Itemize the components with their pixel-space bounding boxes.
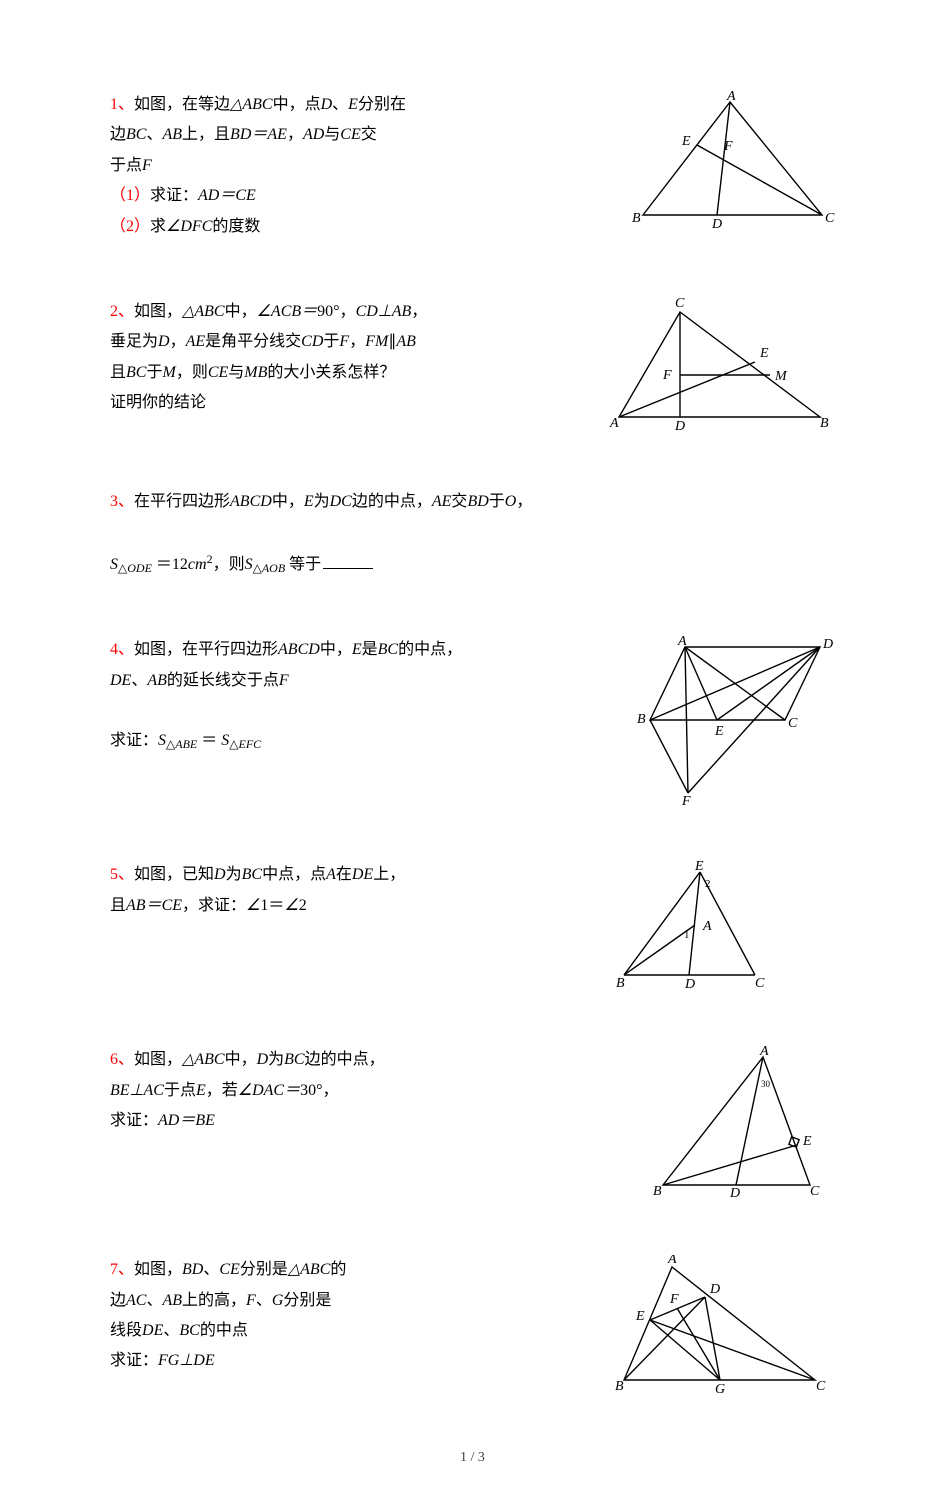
blank-answer [323, 568, 373, 569]
problem-5-text: 5、如图，已知D为BC中点，点A在DE上， 且AB＝CE，求证：∠1＝∠2 [110, 860, 580, 921]
p1-s1: 求证：AD＝CE [150, 187, 256, 204]
p2-l3: 且BC于M，则CE与MB的大小关系怎样？ [110, 364, 395, 381]
problem-number-3: 3、 [110, 493, 134, 510]
angle-30: 30 [761, 1079, 771, 1089]
label-G: G [715, 1382, 725, 1395]
figure-1: A B C D E F [625, 90, 835, 230]
problem-number-1: 1、 [110, 96, 134, 113]
label-A: A [726, 90, 736, 104]
problem-1: 1、如图，在等边△ABC中，点D、E分别在 边BC、AB上，且BD＝AE，AD与… [110, 90, 835, 242]
label-D: D [674, 419, 685, 432]
problem-7: 7、如图，BD、CE分别是△ABC的 边AC、AB上的高，F、G分别是 线段DE… [110, 1255, 835, 1395]
problem-number-7: 7、 [110, 1261, 134, 1278]
page-footer: 1 / 3 [110, 1450, 835, 1466]
label-F: F [662, 368, 672, 383]
label-F: F [669, 1292, 679, 1307]
problem-5: 5、如图，已知D为BC中点，点A在DE上， 且AB＝CE，求证：∠1＝∠2 B … [110, 860, 835, 990]
label-C: C [755, 976, 765, 990]
label-B: B [632, 211, 641, 226]
figure-6-svg: A B C D E 30 [645, 1045, 835, 1200]
p7-l2: 边AC、AB上的高，F、G分别是 [110, 1292, 331, 1309]
label-E: E [714, 724, 724, 739]
figure-2-svg: A B C D E F M [605, 297, 835, 432]
label-D: D [729, 1186, 740, 1200]
label-D: D [684, 977, 695, 990]
figure-7-svg: A B C D E F G [610, 1255, 835, 1395]
problem-6: 6、如图，△ABC中，D为BC边的中点， BE⊥AC于点E，若∠DAC＝30°，… [110, 1045, 835, 1200]
figure-4-svg: A D B C E F [630, 635, 835, 805]
problem-4: 4、如图，在平行四边形ABCD中，E是BC的中点， DE、AB的延长线交于点F … [110, 635, 835, 805]
label-B: B [615, 1379, 624, 1394]
label-D: D [709, 1282, 720, 1297]
label-C: C [675, 297, 685, 311]
p7-l1: 如图，BD、CE分别是△ABC的 [134, 1261, 346, 1278]
p6-l3: 求证：AD＝BE [110, 1112, 215, 1129]
p1-sub1: （1） [110, 187, 150, 204]
label-B: B [653, 1184, 662, 1199]
p2-l1: 如图，△ABC中，∠ACB＝90°，CD⊥AB， [134, 303, 427, 320]
label-A: A [609, 416, 619, 431]
p1-l1: 如图，在等边△ABC中，点D、E分别在 [134, 96, 406, 113]
p3-l1: 在平行四边形ABCD中，E为DC边的中点，AE交BD于O， [134, 493, 532, 510]
problem-7-text: 7、如图，BD、CE分别是△ABC的 边AC、AB上的高，F、G分别是 线段DE… [110, 1255, 580, 1377]
angle-2: 2 [705, 878, 711, 890]
label-M: M [774, 369, 788, 384]
label-F: F [723, 139, 733, 154]
label-B: B [820, 416, 829, 431]
label-E: E [759, 346, 769, 361]
label-E: E [694, 860, 704, 874]
figure-5-svg: B C D E A 1 2 [610, 860, 835, 990]
p4-l1: 如图，在平行四边形ABCD中，E是BC的中点， [134, 641, 462, 658]
p1-sub2: （2） [110, 218, 150, 235]
label-D: D [822, 637, 833, 652]
label-E: E [802, 1134, 812, 1149]
label-C: C [816, 1379, 826, 1394]
label-C: C [788, 716, 798, 731]
p7-l3: 线段DE、BC的中点 [110, 1322, 248, 1339]
problem-2: 2、如图，△ABC中，∠ACB＝90°，CD⊥AB， 垂足为D，AE是角平分线交… [110, 297, 835, 432]
p3-l2: S△ODE ＝12cm2，则S△AOB 等于 [110, 556, 373, 573]
figure-5: B C D E A 1 2 [610, 860, 835, 990]
label-B: B [637, 712, 646, 727]
label-C: C [825, 211, 835, 226]
p6-l1: 如图，△ABC中，D为BC边的中点， [134, 1051, 385, 1068]
p2-l2: 垂足为D，AE是角平分线交CD于F，FM∥AB [110, 333, 416, 350]
label-B: B [616, 976, 625, 990]
p5-l2: 且AB＝CE，求证：∠1＝∠2 [110, 897, 307, 914]
figure-1-svg: A B C D E F [625, 90, 835, 230]
label-D: D [711, 217, 722, 230]
p5-l1: 如图，已知D为BC中点，点A在DE上， [134, 866, 405, 883]
figure-6: A B C D E 30 [645, 1045, 835, 1200]
figure-4: A D B C E F [630, 635, 835, 805]
label-F: F [681, 794, 691, 805]
problem-3: 3、在平行四边形ABCD中，E为DC边的中点，AE交BD于O， S△ODE ＝1… [110, 487, 835, 580]
p6-l2: BE⊥AC于点E，若∠DAC＝30°， [110, 1082, 339, 1099]
label-A: A [702, 919, 712, 934]
p1-s2: 求∠DFC的度数 [150, 218, 260, 235]
problem-number-6: 6、 [110, 1051, 134, 1068]
problem-number-2: 2、 [110, 303, 134, 320]
problem-1-text: 1、如图，在等边△ABC中，点D、E分别在 边BC、AB上，且BD＝AE，AD与… [110, 90, 595, 242]
p1-l3: 于点F [110, 157, 152, 174]
figure-2: A B C D E F M [605, 297, 835, 432]
p2-l4: 证明你的结论 [110, 394, 206, 411]
label-C: C [810, 1184, 820, 1199]
label-A: A [677, 635, 687, 649]
label-A: A [759, 1045, 769, 1059]
label-E: E [635, 1309, 645, 1324]
figure-7: A B C D E F G [610, 1255, 835, 1395]
label-A: A [667, 1255, 677, 1267]
label-E: E [681, 134, 691, 149]
p1-l2: 边BC、AB上，且BD＝AE，AD与CE交 [110, 126, 377, 143]
problem-number-4: 4、 [110, 641, 134, 658]
p4-l2: DE、AB的延长线交于点F [110, 672, 289, 689]
problem-4-text: 4、如图，在平行四边形ABCD中，E是BC的中点， DE、AB的延长线交于点F … [110, 635, 600, 757]
problem-2-text: 2、如图，△ABC中，∠ACB＝90°，CD⊥AB， 垂足为D，AE是角平分线交… [110, 297, 575, 419]
p4-l3: 求证：S△ABE ＝ S△EFC [110, 732, 261, 749]
problem-6-text: 6、如图，△ABC中，D为BC边的中点， BE⊥AC于点E，若∠DAC＝30°，… [110, 1045, 615, 1136]
p7-l4: 求证：FG⊥DE [110, 1352, 215, 1369]
angle-1: 1 [684, 929, 690, 941]
problem-3-text: 3、在平行四边形ABCD中，E为DC边的中点，AE交BD于O， S△ODE ＝1… [110, 487, 835, 580]
problem-number-5: 5、 [110, 866, 134, 883]
